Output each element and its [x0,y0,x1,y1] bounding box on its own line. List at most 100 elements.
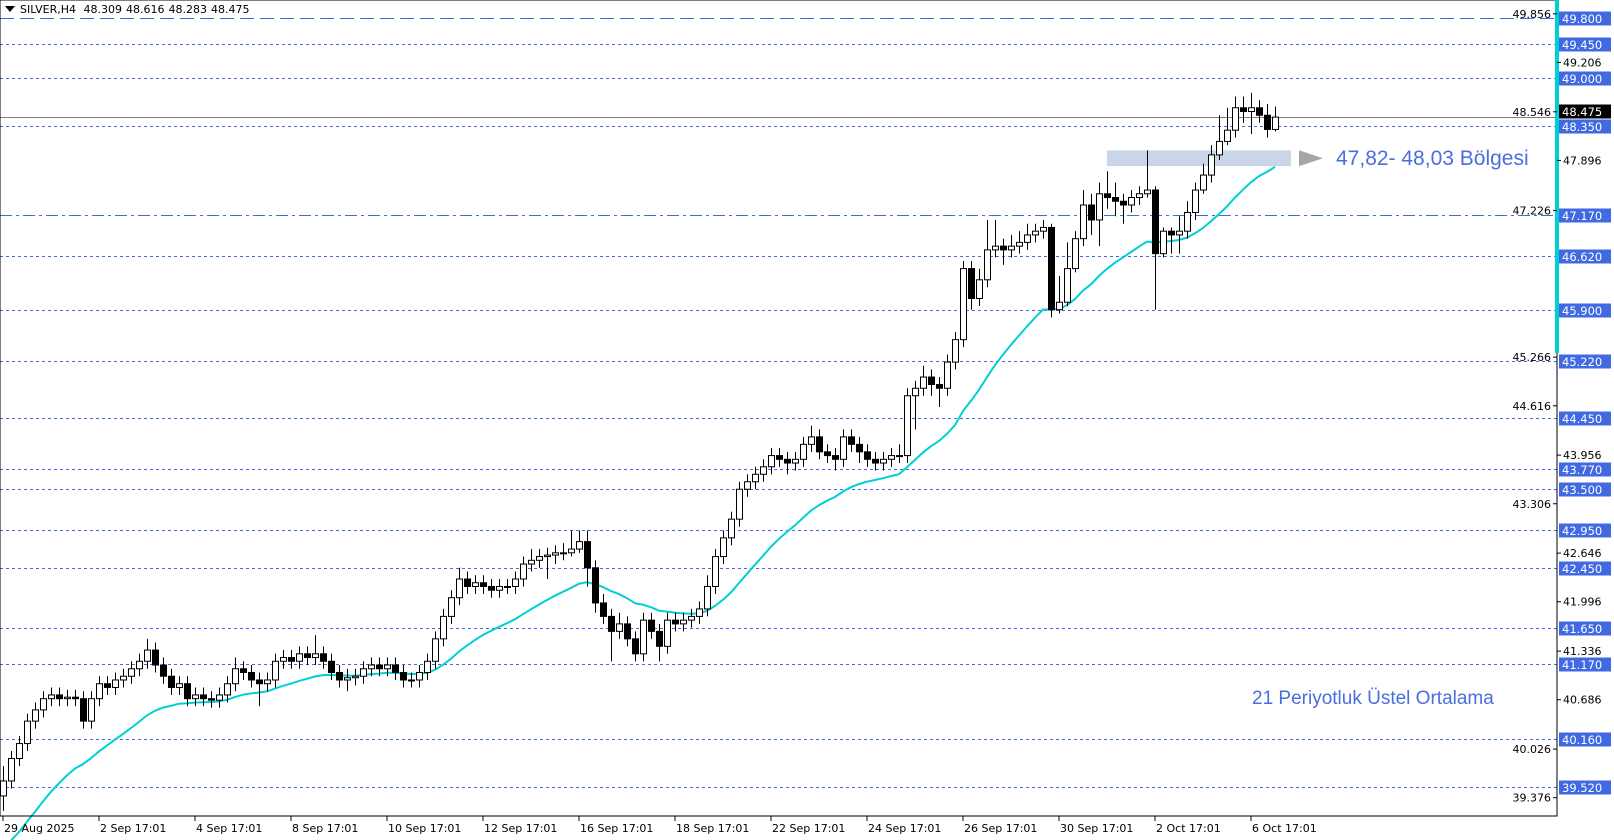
candle [768,448,775,475]
y-tick-label: 43.306 [1513,498,1552,511]
candle [688,608,695,628]
candle [832,448,839,471]
y-tick-label: 45.266 [1513,351,1552,364]
candle-body-bull [448,597,455,617]
candle-body-bull [344,677,351,681]
candle-body-bear [784,458,791,464]
candle [288,650,295,669]
level-price-label: 49.450 [1562,38,1602,52]
candle-body-bull [1072,238,1079,270]
candle [992,219,999,258]
price-axis[interactable]: 49.856 49.206 48.546 47.896 47.226 45.266 44.6… [1513,8,1612,805]
candle-body-bear [56,694,63,700]
candle [1080,190,1087,247]
candle-body-bull [992,245,999,251]
candle-body-bull [40,698,47,711]
candle-body-bear [1240,107,1247,113]
candle [208,691,215,708]
candle [16,736,23,766]
candle-body-bull [616,623,623,632]
candle-body-bull [640,619,647,655]
level-price-tag [1559,411,1611,426]
candle-body-bear [1112,197,1119,202]
candle-body-bull [120,675,127,681]
candle-body-bear [320,653,327,662]
zone-rectangle [1107,150,1291,167]
candle [1200,163,1207,194]
candle [392,657,399,680]
candle [400,665,407,688]
candle [1144,150,1151,198]
candle-body-bull [944,361,951,389]
level-price-tag [1559,462,1611,477]
candle [648,612,655,639]
candles [0,92,1279,811]
candle [1056,276,1063,314]
candle-body-bull [1208,154,1215,176]
candle-body-bear [240,668,247,674]
candle-body-bull [232,668,239,685]
candle [40,691,47,718]
candle [8,751,15,789]
candle [936,377,943,407]
candle [240,661,247,680]
level-price-label: 41.650 [1562,622,1602,636]
bid-price-label: 48.475 [1562,105,1602,119]
candle-body-bull [528,559,535,565]
candle [144,638,151,669]
candle-body-bear [584,541,591,569]
candle [80,691,87,729]
candle [472,575,479,594]
x-tick-label: 10 Sep 17:01 [388,822,461,835]
dropdown-triangle-icon[interactable] [5,6,15,12]
candle-body-bull [312,653,319,659]
candle-body-bull [728,518,735,539]
candle-body-bear [400,672,407,681]
candle [952,332,959,370]
high-value: 48.616 [126,3,165,16]
candle [192,687,199,707]
x-tick-label: 24 Sep 17:01 [868,822,941,835]
candle-body-bull [704,585,711,610]
level-price-label: 47.170 [1562,209,1602,223]
candle-body-bear [600,602,607,617]
candle-body-bull [0,780,7,797]
candle [760,459,767,482]
candle [544,547,551,579]
candle-body-bear [624,623,631,640]
level-price-tag [1559,71,1611,86]
candle [720,530,727,565]
candle-body-bull [1032,230,1039,236]
candle [1208,145,1215,183]
x-tick-label: 2 Sep 17:01 [100,822,166,835]
candle [528,549,535,572]
candle-body-bull [424,660,431,674]
candle [864,444,871,467]
candle [680,612,687,632]
candle-body-bull [904,395,911,457]
y-tick-label: 44.616 [1513,400,1552,413]
candle [624,616,631,647]
level-price-tag [1559,621,1611,636]
candle-body-bull [264,679,271,685]
support-zone [1107,150,1323,167]
plot-border [0,0,1558,817]
candle [1256,100,1263,123]
candle-body-bull [456,578,463,599]
candle [112,672,119,695]
open-value: 48.309 [83,3,123,16]
level-price-label: 42.450 [1562,562,1602,576]
candle [488,579,495,598]
candle-body-bull [384,664,391,670]
candle-body-bull [1080,204,1087,240]
candle-body-bull [760,466,767,475]
time-axis[interactable]: 29 Aug 2025 2 Sep 17:01 4 Sep 17:01 8 Sep 1… [2,816,1317,835]
candle-body-bull [808,436,815,445]
candle [384,657,391,677]
candle-body-bull [888,455,895,460]
candle-body-bull [296,653,303,662]
candle [136,653,143,677]
candle [1184,201,1191,239]
candle [1128,190,1135,213]
